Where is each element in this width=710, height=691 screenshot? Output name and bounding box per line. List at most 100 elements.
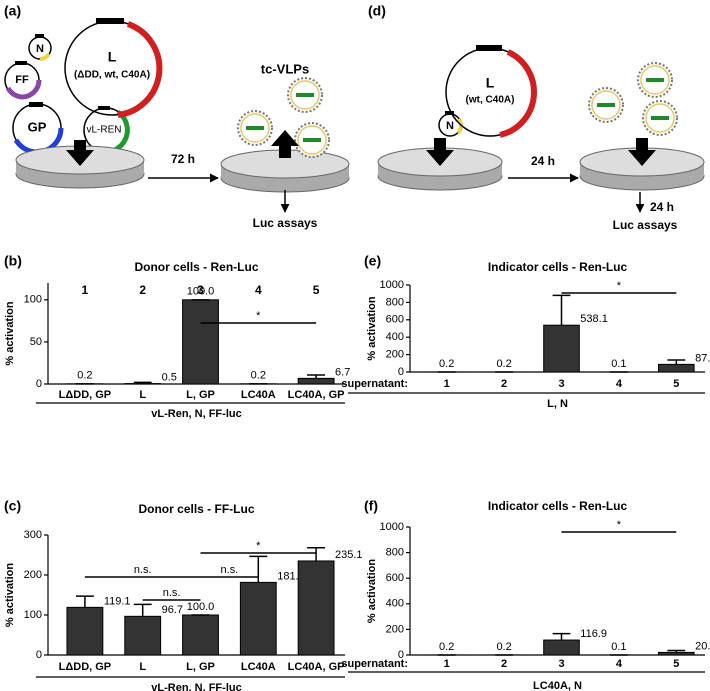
x-tick-label: 4 [616,378,623,390]
value-label: 235.1 [335,549,363,561]
significance-label: n.s. [163,587,181,599]
column-number: 1 [82,283,89,297]
y-tick-label: 100 [24,294,42,306]
diagram-d: (d) N L (wt, C40A) 24 h 24 h Luc assays [368,3,705,232]
value-label: 538.1 [580,313,608,325]
panel-label: (f) [364,498,378,514]
x-tick-label: L, GP [186,389,215,401]
plasmid-label: N [36,43,44,55]
category-axis-label: supernatant: [341,378,408,390]
value-label: 116.9 [580,628,607,640]
value-label: 0.2 [496,358,511,370]
value-label: 20.4 [695,640,710,652]
x-tick-label: L [139,661,146,673]
significance-label: n.s. [134,564,152,576]
plasmid-label: L [108,49,117,65]
value-label: 100.0 [187,286,215,298]
column-number: 2 [139,283,146,297]
significance-label: * [256,310,261,322]
x-tick-label: 5 [673,658,679,670]
x-tick-label: LC40A, GP [288,389,345,401]
y-tick-label: 800 [386,547,404,559]
value-label: 0.2 [77,370,92,382]
chart-title: Donor cells - Ren-Luc [134,260,258,274]
value-label: 0.1 [611,358,626,370]
bar [124,615,162,656]
readout-label: Luc assays [613,218,678,232]
x-tick-label: 5 [673,378,679,390]
y-tick-label: 0 [36,378,42,390]
value-label: 0.5 [162,371,177,383]
value-label: 0.2 [439,641,454,653]
x-tick-label: LC40A [241,389,276,401]
category-axis-label: supernatant: [341,658,408,670]
x-tick-label: LΔDD, GP [59,661,112,673]
y-tick-label: 200 [24,569,42,581]
readout-label: Luc assays [253,216,318,230]
x-tick-label: LC40A, GP [288,661,345,673]
x-tick-label: 2 [501,378,507,390]
x-tick-label: 3 [558,658,564,670]
x-axis-label: L, N [547,398,568,410]
x-axis-label: LC40A, N [533,680,582,691]
readout-time: 24 h [650,200,674,214]
value-label: 87.9 [695,352,710,364]
significance-label: n.s. [221,564,239,576]
chart-title: Indicator cells - Ren-Luc [488,260,628,274]
x-tick-label: LΔDD, GP [59,389,112,401]
significance-label: * [617,280,622,292]
value-label: 0.2 [251,370,266,382]
product-label: tc-VLPs [261,61,309,76]
bar [543,639,580,656]
significance-label: * [617,519,622,531]
bar [543,324,580,373]
y-tick-label: 300 [24,529,42,541]
incubation-label: 24 h [531,154,555,168]
value-label: 119.1 [104,595,131,607]
value-label: 96.7 [162,604,183,616]
x-tick-label: L, GP [186,661,215,673]
column-number: 3 [197,283,204,297]
bar [297,377,335,385]
diagram-a: (a) N FF GP vL-REN L (ΔDD, wt, C40A) 72 … [4,3,350,230]
incubation-label: 72 h [171,152,195,166]
x-tick-label: L [139,389,146,401]
x-tick-label: 4 [616,658,623,670]
plasmid-label: FF [15,74,29,86]
chart-title: Indicator cells - Ren-Luc [488,499,628,513]
arrow [426,138,454,166]
y-tick-label: 200 [386,623,404,635]
plasmid-label: (wt, C40A) [466,95,515,106]
y-tick-label: 100 [24,609,42,621]
x-tick-label: 3 [558,378,564,390]
y-tick-label: 0 [398,649,404,661]
y-tick-label: 200 [386,349,404,361]
bar [297,560,335,656]
value-label: 6.7 [335,366,350,378]
x-tick-label: 1 [444,658,450,670]
y-tick-label: 400 [386,598,404,610]
y-tick-label: 1000 [380,521,404,533]
arrow [628,138,656,166]
arrow [271,130,299,158]
bar [182,299,219,385]
y-tick-label: 600 [386,572,404,584]
x-tick-label: LC40A [241,661,276,673]
plasmid-label: vL-REN [86,125,121,136]
panel-label: (b) [4,253,22,269]
value-label: 0.1 [611,641,626,653]
panel-label: (e) [364,253,381,269]
x-tick-label: 1 [444,378,450,390]
y-axis-label: % activation [4,563,16,627]
column-number: 4 [255,283,262,297]
y-tick-label: 0 [36,649,42,661]
y-tick-label: 600 [386,314,404,326]
plasmid-label: N [446,120,454,132]
x-axis-label: vL-Ren, N, FF-luc [151,408,241,420]
y-tick-label: 800 [386,296,404,308]
bar [239,581,277,656]
y-axis-label: % activation [4,301,16,365]
chart-title: Donor cells - FF-Luc [138,502,254,516]
